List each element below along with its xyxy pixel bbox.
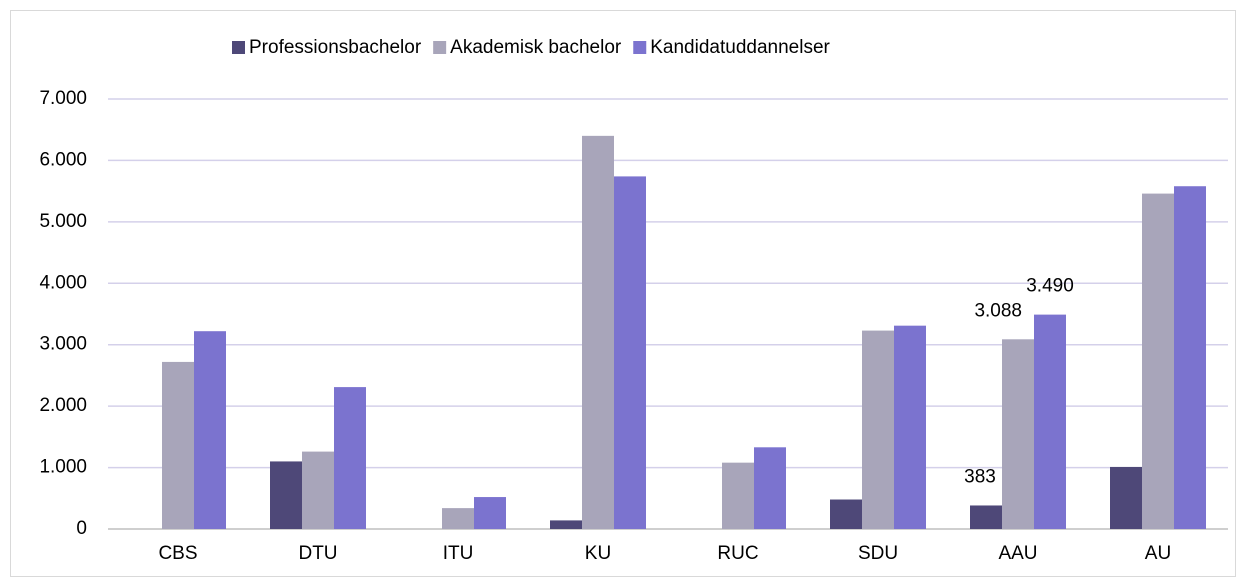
- x-tick-label: SDU: [858, 543, 898, 564]
- legend-swatch: [433, 41, 447, 54]
- y-tick-label: 5.000: [39, 211, 87, 232]
- bar: [550, 520, 582, 529]
- x-tick-label: RUC: [717, 543, 758, 564]
- bar: [442, 508, 474, 529]
- bar: [270, 461, 302, 529]
- bar: [1002, 339, 1034, 529]
- bar: [830, 499, 862, 529]
- x-tick-label: CBS: [158, 543, 197, 564]
- chart-frame: [10, 10, 1236, 577]
- legend-label: Akademisk bachelor: [450, 37, 622, 58]
- bar: [894, 325, 926, 529]
- data-label: 3.490: [1026, 276, 1074, 297]
- bar: [1110, 466, 1142, 529]
- x-tick-label: KU: [585, 543, 611, 564]
- bar: [1034, 314, 1066, 529]
- legend-swatch: [633, 41, 647, 54]
- bar: [162, 361, 194, 529]
- x-tick-label: AU: [1145, 543, 1171, 564]
- legend-label: Professionsbachelor: [249, 37, 422, 58]
- bar: [754, 447, 786, 529]
- y-tick-label: 0: [76, 518, 87, 539]
- bar: [1142, 193, 1174, 529]
- bar: [194, 331, 226, 529]
- x-tick-label: AAU: [998, 543, 1037, 564]
- bar: [970, 505, 1002, 529]
- bar: [1174, 186, 1206, 529]
- data-label: 383: [964, 466, 996, 487]
- legend-swatch: [232, 41, 245, 54]
- y-tick-label: 7.000: [39, 88, 87, 109]
- bar: [334, 387, 366, 529]
- y-tick-label: 2.000: [39, 395, 87, 416]
- bar: [582, 135, 614, 529]
- bar: [862, 330, 894, 529]
- legend-label: Kandidatuddannelser: [650, 37, 830, 58]
- y-tick-label: 4.000: [39, 272, 87, 293]
- bar: [614, 176, 646, 529]
- y-tick-label: 1.000: [39, 457, 87, 478]
- bar: [722, 462, 754, 529]
- y-tick-label: 6.000: [39, 149, 87, 170]
- x-tick-label: DTU: [298, 543, 337, 564]
- x-tick-label: ITU: [443, 543, 474, 564]
- bar: [302, 451, 334, 529]
- data-label: 3.088: [974, 300, 1022, 321]
- bar: [474, 497, 506, 529]
- y-tick-label: 3.000: [39, 334, 87, 355]
